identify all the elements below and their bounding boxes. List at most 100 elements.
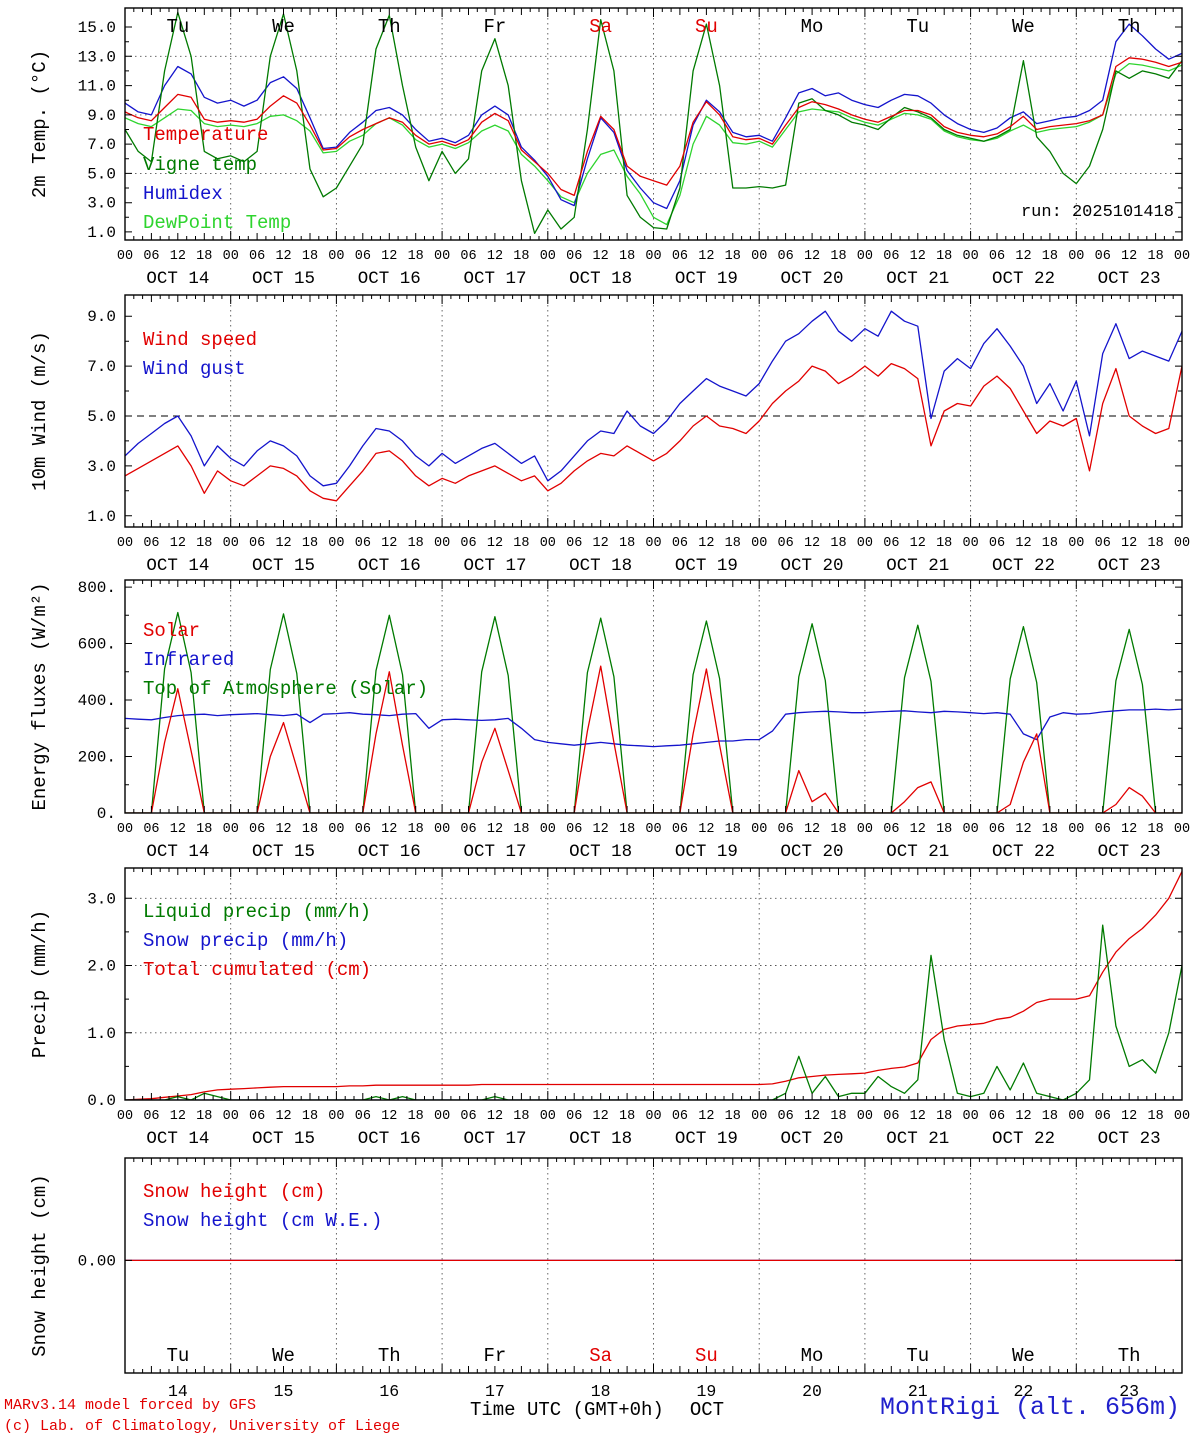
y-axis-title-precipitation: Precip (mm/h) xyxy=(29,910,51,1058)
hour-label: 18 xyxy=(725,536,741,551)
legend-wind-gust: Wind gust xyxy=(143,358,246,380)
legend-solar: Solar xyxy=(143,620,200,642)
hour-label: 12 xyxy=(487,536,503,551)
hour-label: 00 xyxy=(962,536,978,551)
date-label: OCT 17 xyxy=(463,1129,526,1149)
day-name-bottom: We xyxy=(272,1345,295,1367)
hour-label: 06 xyxy=(883,1109,899,1124)
y-tick-label: 1.0 xyxy=(87,1025,116,1043)
hour-label: 12 xyxy=(487,249,503,264)
y-tick-label: 800. xyxy=(78,579,116,597)
x-axis-title: Time UTC (GMT+0h) OCT xyxy=(0,1399,1194,1421)
legend-total-cumulated-cm: Total cumulated (cm) xyxy=(143,959,371,981)
date-label: OCT 20 xyxy=(781,269,844,289)
day-name-top: We xyxy=(272,16,295,38)
date-label: OCT 16 xyxy=(358,556,421,576)
panel-energy-fluxes: 0. 200. 400. 600. 800. Energy fluxes (W/m²) So… xyxy=(29,579,1190,862)
y-tick-label: 0.00 xyxy=(78,1252,116,1270)
hour-label: 06 xyxy=(989,249,1005,264)
hour-label: 00 xyxy=(751,822,767,837)
hour-label: 06 xyxy=(672,822,688,837)
hour-label: 06 xyxy=(355,822,371,837)
date-label: OCT 14 xyxy=(146,842,209,862)
hour-label: 06 xyxy=(672,1109,688,1124)
hour-label: 18 xyxy=(1042,249,1058,264)
hour-label: 18 xyxy=(408,536,424,551)
series-group xyxy=(125,611,1182,813)
hour-label: 12 xyxy=(910,536,926,551)
hour-label: 18 xyxy=(408,822,424,837)
hour-label: 18 xyxy=(725,822,741,837)
hour-label: 18 xyxy=(830,536,846,551)
series-total-cumulated-cm xyxy=(125,871,1182,1100)
date-label: OCT 15 xyxy=(252,556,315,576)
hour-label: 00 xyxy=(1068,249,1084,264)
panel-2m-temperature: 1.0 3.0 5.0 7.0 9.0 11.0 13.0 15.0 2m Temp. (°C)… xyxy=(29,7,1190,289)
hour-label: 12 xyxy=(381,249,397,264)
hour-label: 06 xyxy=(1095,1109,1111,1124)
hour-label: 00 xyxy=(645,1109,661,1124)
y-tick-label: 1.0 xyxy=(87,224,116,242)
hour-label: 00 xyxy=(223,822,239,837)
series-infrared xyxy=(125,708,1182,748)
day-name-bottom: Fr xyxy=(484,1345,507,1367)
day-name-bottom: Su xyxy=(695,1345,718,1367)
month-label: OCT xyxy=(689,1399,725,1421)
day-name-bottom: Tu xyxy=(166,1345,189,1367)
date-label: OCT 19 xyxy=(675,269,738,289)
hour-label: 06 xyxy=(143,1109,159,1124)
hour-label: 00 xyxy=(751,1109,767,1124)
hour-label: 12 xyxy=(170,1109,186,1124)
day-gridlines xyxy=(230,868,1077,1100)
hour-label: 06 xyxy=(1095,536,1111,551)
hour-label: 18 xyxy=(936,249,952,264)
hour-label: 18 xyxy=(1147,1109,1163,1124)
hour-label: 06 xyxy=(566,249,582,264)
hour-label: 12 xyxy=(910,822,926,837)
date-label: OCT 14 xyxy=(146,1129,209,1149)
hour-label: 06 xyxy=(883,249,899,264)
hour-label: 12 xyxy=(698,1109,714,1124)
hour-label: 18 xyxy=(513,822,529,837)
hour-label: 00 xyxy=(1174,1109,1190,1124)
hour-label: 12 xyxy=(1121,536,1137,551)
date-label: OCT 22 xyxy=(992,1129,1055,1149)
series-wind-gust xyxy=(125,310,1182,487)
hour-label: 00 xyxy=(328,1109,344,1124)
hour-label: 18 xyxy=(1147,822,1163,837)
hour-label: 18 xyxy=(1147,249,1163,264)
hour-label: 18 xyxy=(936,1109,952,1124)
hour-label: 12 xyxy=(1015,1109,1031,1124)
date-number-label: 21 xyxy=(908,1382,928,1401)
hour-label: 18 xyxy=(302,249,318,264)
day-name-top: Tu xyxy=(906,16,929,38)
series-group xyxy=(125,310,1182,502)
series-group xyxy=(125,871,1182,1100)
hour-label: 00 xyxy=(1068,536,1084,551)
date-label: OCT 19 xyxy=(675,1129,738,1149)
hour-label: 12 xyxy=(381,822,397,837)
hour-label: 00 xyxy=(857,1109,873,1124)
hour-label: 00 xyxy=(117,822,133,837)
date-number-label: 23 xyxy=(1119,1382,1139,1401)
legend-top-of-atmosphere-solar: Top of Atmosphere (Solar) xyxy=(143,678,428,700)
hour-label: 06 xyxy=(143,536,159,551)
hour-label: 18 xyxy=(196,249,212,264)
hour-label: 18 xyxy=(196,822,212,837)
hour-label: 18 xyxy=(830,249,846,264)
hour-label: 00 xyxy=(117,249,133,264)
date-number-label: 15 xyxy=(274,1382,294,1401)
day-name-bottom: Mo xyxy=(801,1345,824,1367)
hour-label: 18 xyxy=(1042,1109,1058,1124)
date-label: OCT 20 xyxy=(781,1129,844,1149)
hour-label: 12 xyxy=(698,249,714,264)
hour-label: 06 xyxy=(778,1109,794,1124)
date-label: OCT 23 xyxy=(1098,269,1161,289)
hour-label: 00 xyxy=(328,249,344,264)
date-label: OCT 14 xyxy=(146,556,209,576)
hour-label: 00 xyxy=(1174,822,1190,837)
hour-label: 06 xyxy=(566,822,582,837)
hour-label: 18 xyxy=(936,536,952,551)
hour-label: 00 xyxy=(857,536,873,551)
